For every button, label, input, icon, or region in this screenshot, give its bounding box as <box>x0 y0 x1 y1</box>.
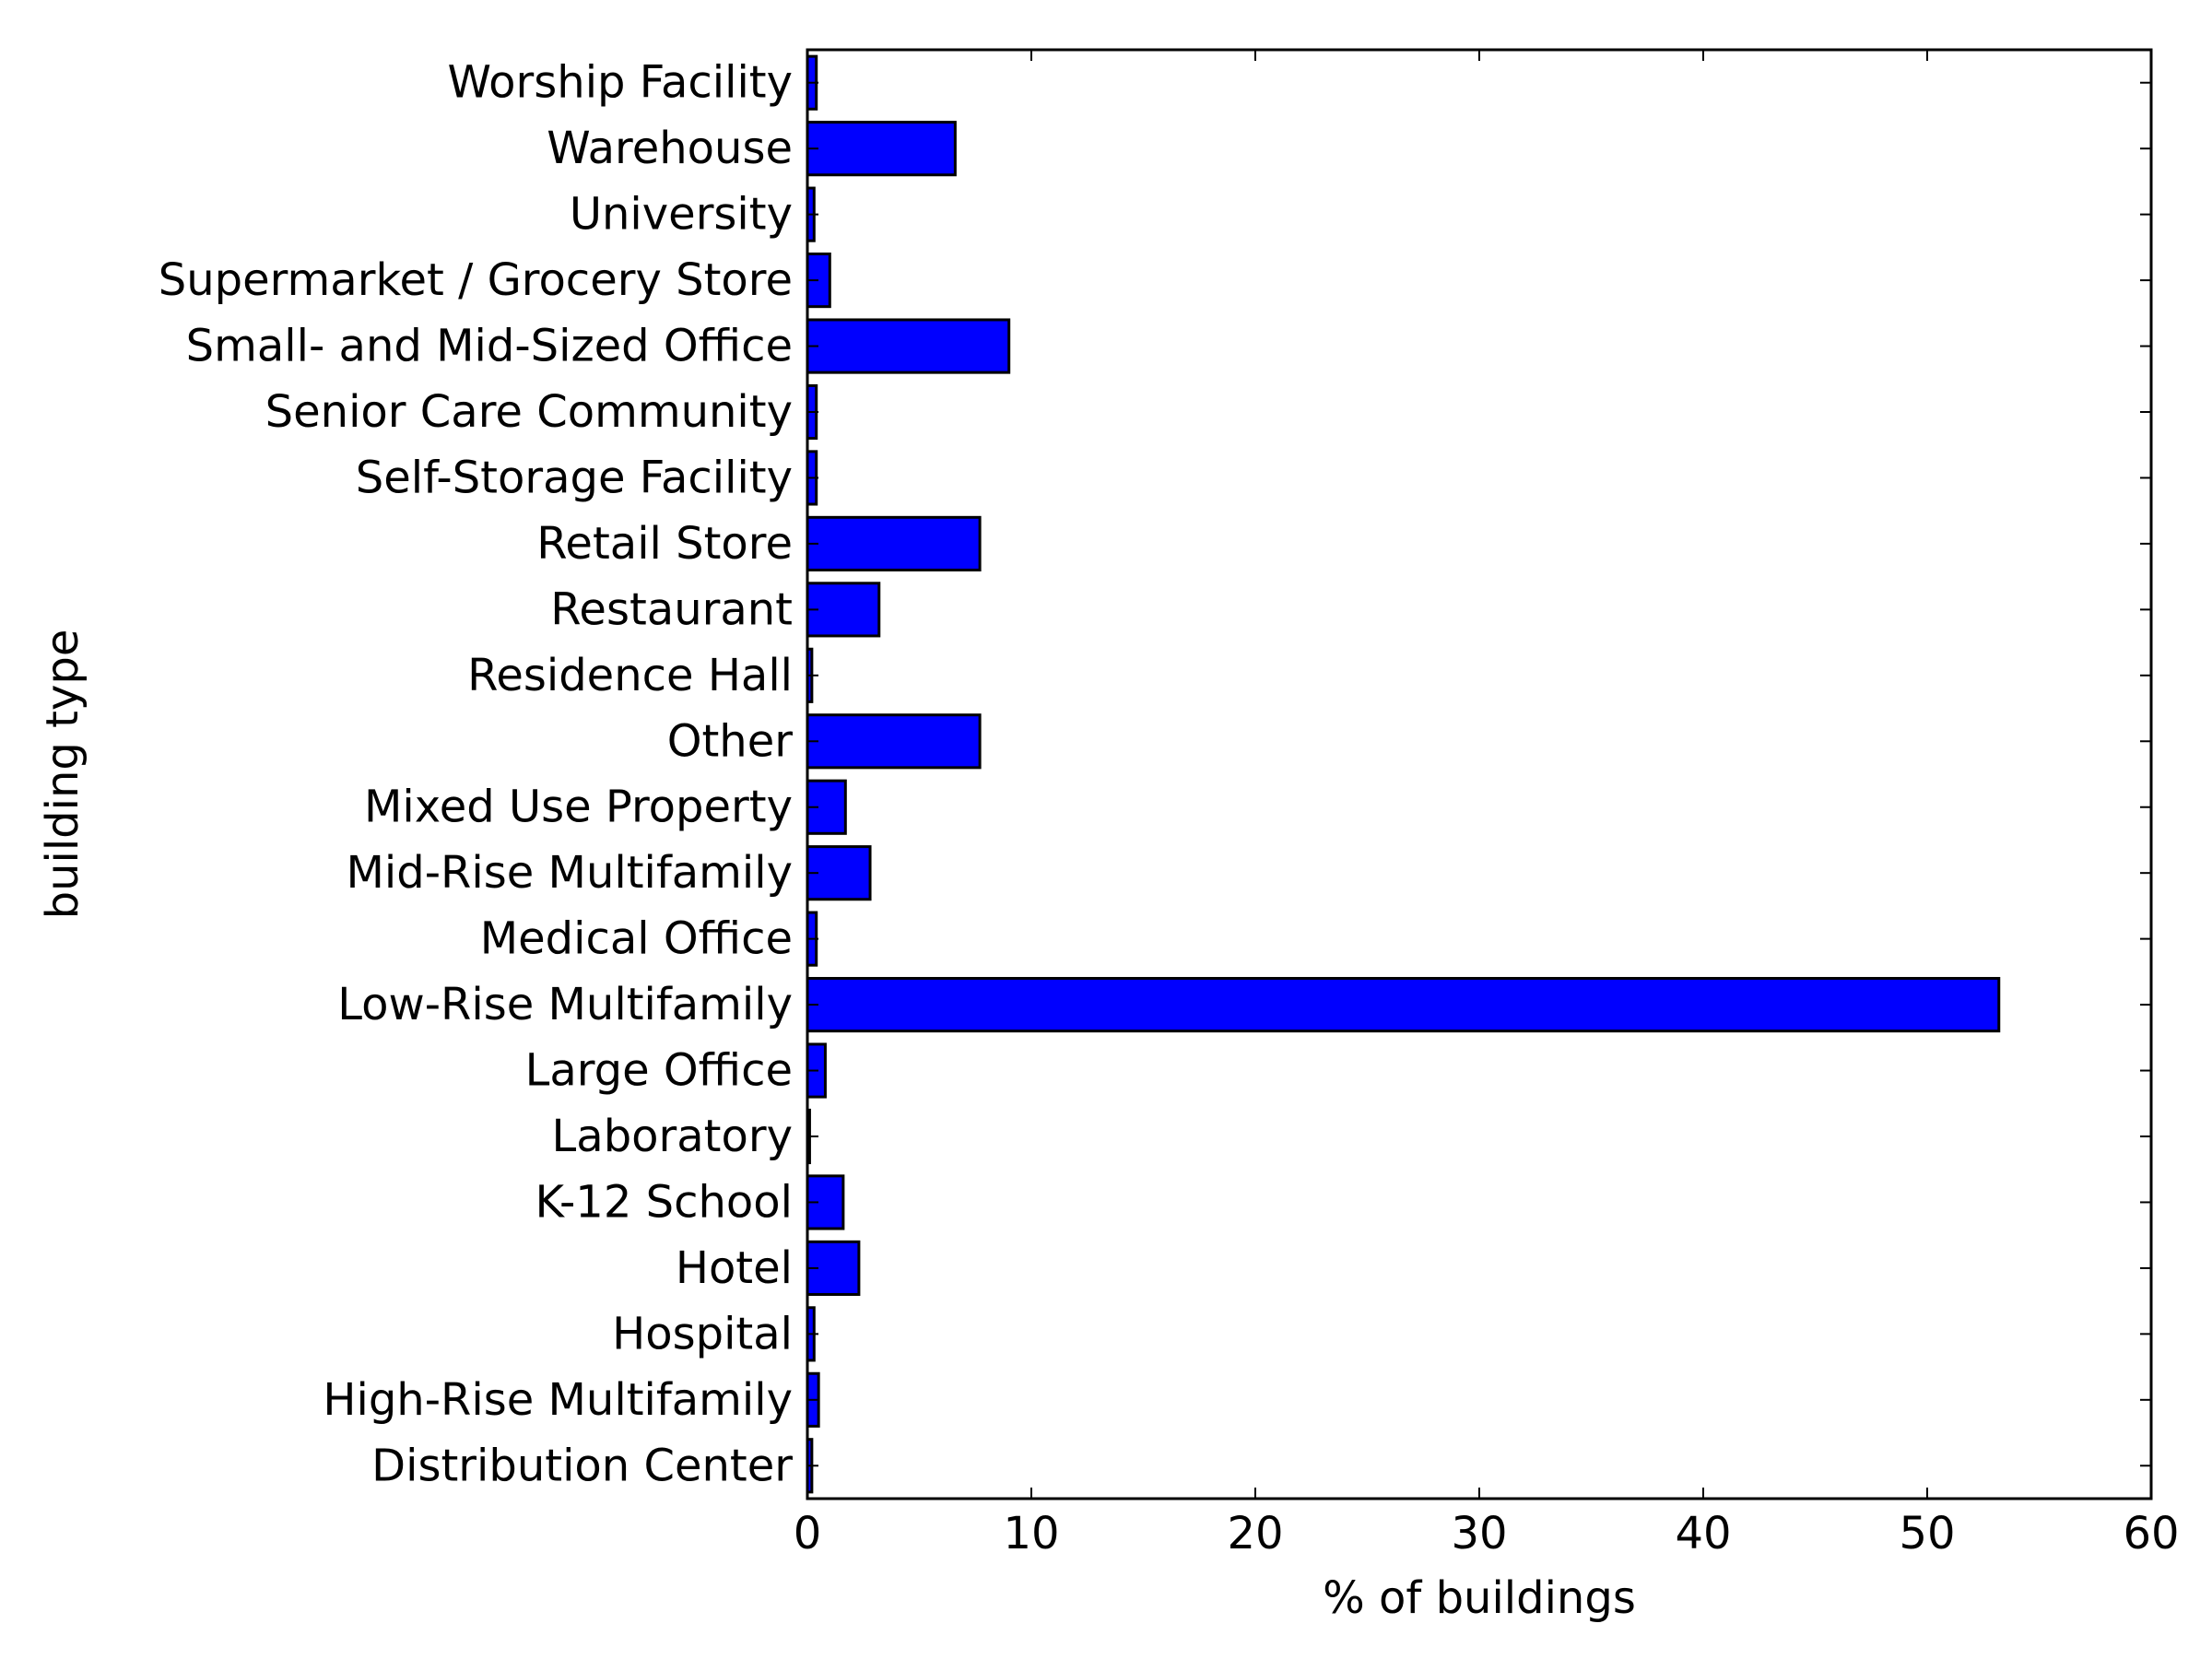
bar <box>806 977 2001 1033</box>
x-tick-label: 10 <box>1003 1508 1059 1559</box>
y-tick-label: Mixed Use Property <box>364 782 793 833</box>
y-tick-label: Medical Office <box>480 913 793 965</box>
y-tick-label: Hotel <box>676 1242 793 1294</box>
y-tick-label: Retail Store <box>536 518 793 570</box>
y-tick-label: Low-Rise Multifamily <box>337 979 793 1030</box>
bar <box>806 1174 845 1230</box>
plot-frame <box>806 48 2153 1500</box>
ticks-layer <box>806 50 2152 1499</box>
labels-layer: Distribution Center High-Rise Multifamily… <box>159 57 2180 1559</box>
y-tick-label: Large Office <box>525 1045 793 1097</box>
y-tick-label: Self-Storage Facility <box>356 452 793 503</box>
y-tick-label: Worship Facility <box>448 57 793 109</box>
y-tick-label: Warehouse <box>547 123 793 174</box>
y-tick-label: Residence Hall <box>467 650 793 701</box>
y-tick-label: High-Rise Multifamily <box>323 1374 793 1426</box>
y-tick-label: Mid-Rise Multifamily <box>347 847 794 899</box>
y-tick-label: Restaurant <box>550 583 793 635</box>
x-tick-label: 20 <box>1227 1508 1283 1559</box>
y-tick-label: University <box>570 189 793 241</box>
bar <box>806 515 982 571</box>
y-tick-label: Senior Care Community <box>265 386 793 438</box>
x-axis-label: % of buildings <box>1323 1572 1636 1624</box>
x-tick-label: 50 <box>1899 1508 1955 1559</box>
bar <box>806 121 957 177</box>
bars-layer <box>806 54 2001 1494</box>
bar <box>806 318 1011 374</box>
bar <box>806 713 982 770</box>
y-axis-label: building type <box>37 629 88 920</box>
y-tick-label: K-12 School <box>535 1176 793 1228</box>
y-tick-label: Laboratory <box>552 1111 793 1162</box>
y-tick-label: Other <box>667 715 794 767</box>
x-tick-label: 40 <box>1675 1508 1731 1559</box>
bar <box>806 582 881 638</box>
y-tick-label: Hospital <box>612 1308 793 1359</box>
y-tick-label: Small- and Mid-Sized Office <box>186 321 793 372</box>
x-tick-label: 0 <box>794 1508 822 1559</box>
x-tick-label: 30 <box>1451 1508 1507 1559</box>
x-tick-label: 60 <box>2123 1508 2179 1559</box>
y-tick-label: Distribution Center <box>371 1440 793 1491</box>
y-tick-label: Supermarket / Grocery Store <box>159 254 793 306</box>
